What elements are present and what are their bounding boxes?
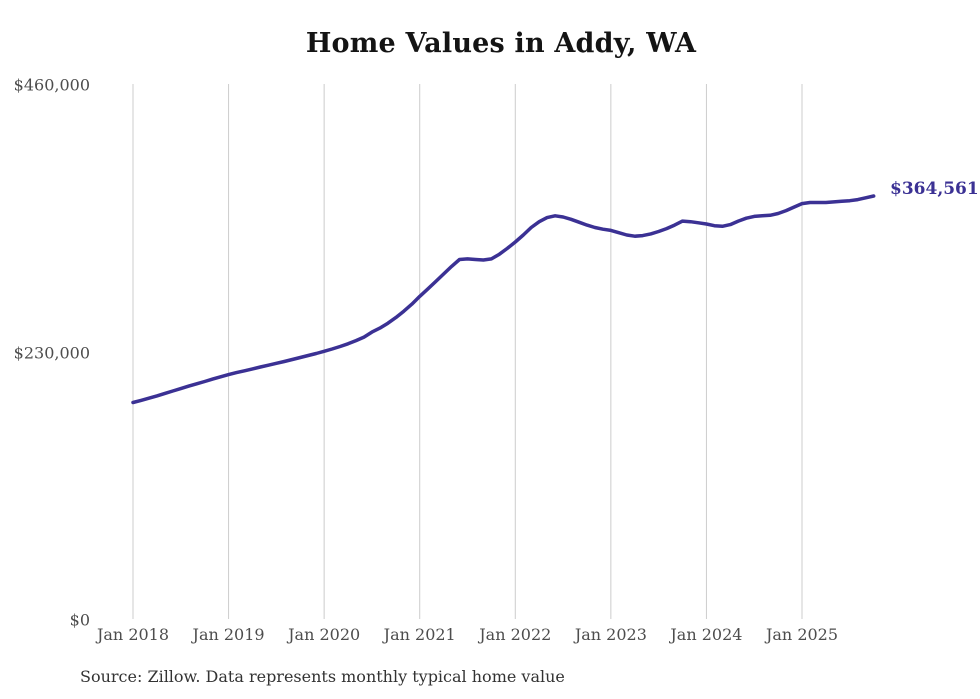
x-tick-label: Jan 2022 bbox=[479, 625, 552, 644]
x-tick-label: Jan 2021 bbox=[383, 625, 456, 644]
home-value-line bbox=[131, 194, 876, 405]
x-tick-label: Jan 2025 bbox=[765, 625, 839, 644]
y-tick-label: $230,000 bbox=[13, 343, 90, 362]
x-tick-label: Jan 2018 bbox=[96, 625, 170, 644]
x-tick-label: Jan 2023 bbox=[574, 625, 647, 644]
source-note: Source: Zillow. Data represents monthly … bbox=[80, 667, 565, 686]
x-tick-label: Jan 2020 bbox=[288, 625, 361, 644]
y-tick-label: $460,000 bbox=[13, 75, 90, 95]
end-value-label: $364,561 bbox=[890, 179, 979, 199]
chart-title: Home Values in Addy, WA bbox=[305, 28, 697, 59]
y-tick-label: $0 bbox=[69, 610, 90, 630]
x-tick-label: Jan 2024 bbox=[670, 625, 743, 644]
x-tick-label: Jan 2019 bbox=[192, 625, 265, 644]
